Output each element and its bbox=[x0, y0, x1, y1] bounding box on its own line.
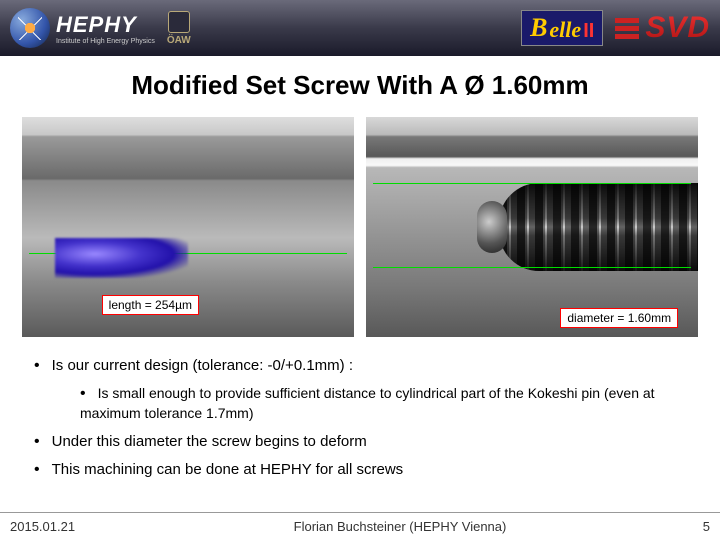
oaw-label: ÖAW bbox=[167, 35, 191, 46]
photo-row: length = 254µm diameter = 1.60mm bbox=[0, 111, 720, 341]
hephy-name: HEPHY bbox=[56, 12, 155, 38]
hephy-icon bbox=[10, 8, 50, 48]
hephy-logo: HEPHY Institute of High Energy Physics bbox=[10, 8, 155, 48]
measure-line-bottom-icon bbox=[373, 267, 692, 268]
photo-right: diameter = 1.60mm bbox=[366, 117, 698, 337]
bullet-1-sub: Is small enough to provide sufficient di… bbox=[80, 383, 686, 423]
measure-line-top-icon bbox=[373, 183, 692, 184]
belle-logo: Belle II bbox=[521, 10, 603, 46]
hephy-subtitle: Institute of High Energy Physics bbox=[56, 38, 155, 45]
bullet-list: Is our current design (tolerance: -0/+0.… bbox=[0, 341, 720, 480]
diameter-label: diameter = 1.60mm bbox=[560, 308, 678, 328]
oaw-crest-icon bbox=[168, 11, 190, 33]
measure-line-icon bbox=[29, 253, 348, 254]
footer-author: Florian Buchsteiner (HEPHY Vienna) bbox=[120, 519, 680, 534]
bullet-3: This machining can be done at HEPHY for … bbox=[34, 459, 686, 481]
footer: 2015.01.21 Florian Buchsteiner (HEPHY Vi… bbox=[0, 512, 720, 540]
footer-page: 5 bbox=[680, 519, 710, 534]
svd-logo: SVD bbox=[615, 11, 710, 45]
header-bar: HEPHY Institute of High Energy Physics Ö… bbox=[0, 0, 720, 56]
bullet-1: Is our current design (tolerance: -0/+0.… bbox=[34, 355, 686, 377]
hephy-text: HEPHY Institute of High Energy Physics bbox=[56, 12, 155, 45]
length-label: length = 254µm bbox=[102, 295, 199, 315]
screw-render bbox=[499, 183, 698, 271]
footer-date: 2015.01.21 bbox=[10, 519, 120, 534]
bullet-2: Under this diameter the screw begins to … bbox=[34, 431, 686, 453]
svd-bars-icon bbox=[615, 18, 639, 39]
svd-text: SVD bbox=[645, 11, 710, 45]
oaw-logo: ÖAW bbox=[167, 11, 191, 46]
slide-title: Modified Set Screw With A Ø 1.60mm bbox=[0, 56, 720, 111]
belle-b: B bbox=[530, 13, 547, 43]
belle-two: II bbox=[583, 20, 594, 43]
photo-left: length = 254µm bbox=[22, 117, 354, 337]
belle-rest: elle bbox=[549, 17, 581, 43]
